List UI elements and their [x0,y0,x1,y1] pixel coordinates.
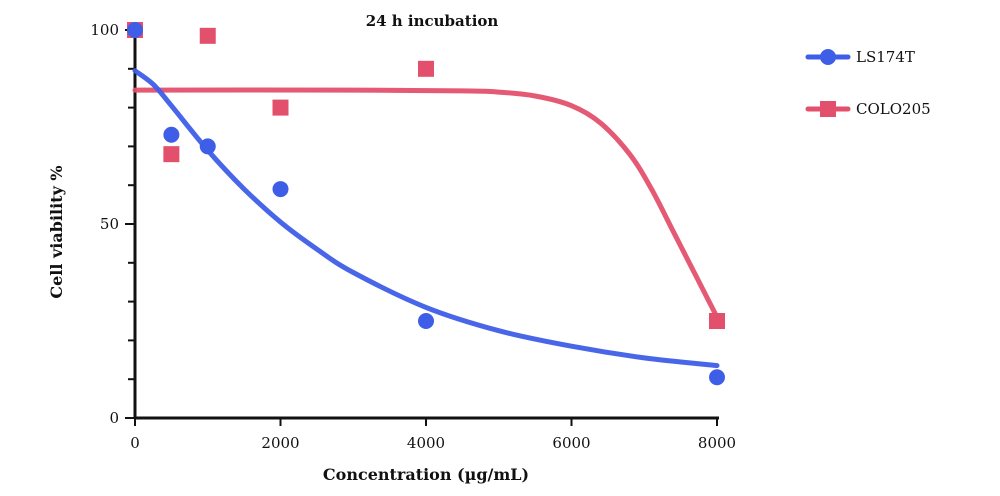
fit-curves [132,68,720,369]
x-tick-label: 2000 [261,434,299,452]
y-tick-label: 0 [109,409,119,427]
colo205-point [199,27,216,44]
colo205-point [709,313,725,329]
legend-marker-ls174t [820,49,836,65]
data-points [127,22,725,386]
y-axis-title: Cell viability % [47,165,66,298]
y-tick-label: 100 [90,21,119,39]
x-tick-label: 0 [130,434,140,452]
colo205-point [272,99,289,116]
axes [133,26,719,420]
ls174t-point [272,181,289,198]
legend-marker-colo205 [820,101,836,117]
x-axis-title: Concentration (µg/mL) [323,465,529,484]
legend: LS174T COLO205 [805,48,931,118]
x-tick-label: 4000 [407,434,445,452]
x-axis-ticks: 0 2000 4000 6000 8000 [130,418,736,452]
ls174t-fit-curve [132,68,720,369]
ls174t-point [418,313,434,329]
colo205-point [418,60,434,77]
colo205-point [163,146,180,163]
ls174t-point [199,138,216,155]
ls174t-point [127,22,143,38]
chart-title: 24 h incubation [366,12,499,30]
ls174t-point [709,369,725,386]
legend-label-ls174t: LS174T [856,48,915,66]
y-tick-label: 50 [100,215,119,233]
y-axis-ticks: 0 50 100 [90,21,135,427]
x-tick-label: 8000 [698,434,736,452]
colo205-fit-curve [132,87,720,320]
x-tick-label: 6000 [552,434,590,452]
legend-label-colo205: COLO205 [856,100,931,118]
ls174t-point [163,126,180,143]
